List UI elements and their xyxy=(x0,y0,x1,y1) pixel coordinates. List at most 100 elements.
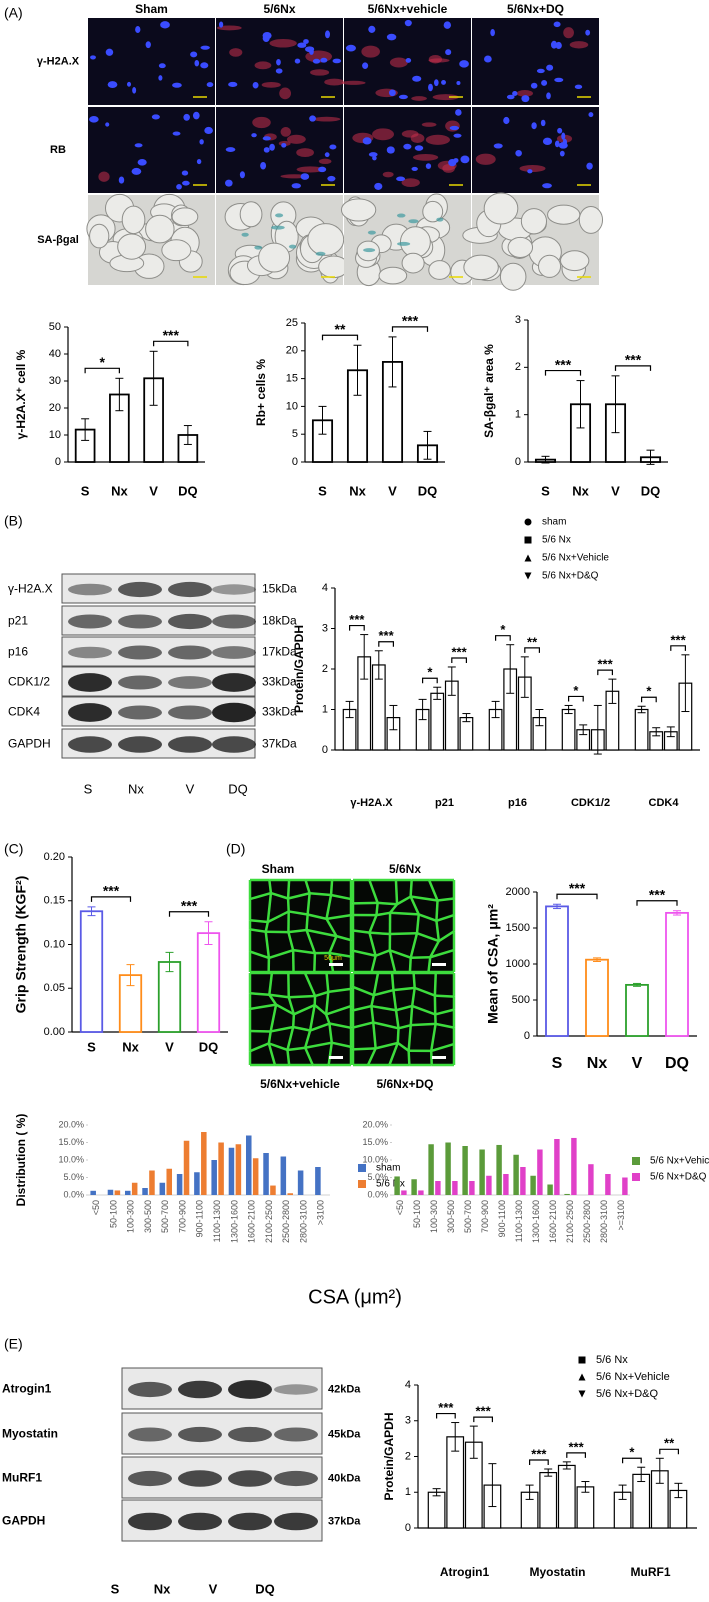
x-tick-label: 100-300 xyxy=(126,1200,136,1233)
band xyxy=(118,675,162,690)
fiber xyxy=(340,198,377,222)
nucleus xyxy=(176,184,182,190)
x-tick-label: 300-500 xyxy=(446,1200,456,1233)
fiber-edge xyxy=(389,903,399,914)
error-bar xyxy=(562,1461,571,1470)
fiber-edge xyxy=(396,895,412,906)
nucleus xyxy=(441,80,447,85)
significance-label: * xyxy=(629,1445,635,1460)
fiber xyxy=(428,260,451,280)
legend-label: 5/6 Nx xyxy=(596,1354,628,1366)
x-tick-label: p16 xyxy=(508,797,527,809)
band xyxy=(212,614,256,629)
nucleus xyxy=(521,95,530,103)
x-tick-label: CDK4 xyxy=(649,797,680,809)
band xyxy=(68,646,112,659)
x-tick-label: <50 xyxy=(91,1200,101,1215)
x-tick-label: 700-900 xyxy=(480,1200,490,1233)
stain xyxy=(516,90,534,97)
error-bar xyxy=(544,1468,553,1477)
y-tick-label: 0 xyxy=(524,1030,530,1042)
significance-label: * xyxy=(573,683,579,698)
fiber-edge xyxy=(429,1023,437,1052)
error-bar xyxy=(165,951,174,973)
fiber-edge xyxy=(408,957,412,973)
nucleus xyxy=(172,82,182,88)
x-tick-label: 2800-3100 xyxy=(599,1200,609,1243)
fiber-edge xyxy=(275,1003,295,1016)
nucleus xyxy=(200,45,210,50)
fiber-edge xyxy=(412,972,416,988)
x-tick-label: MuRF1 xyxy=(631,1565,671,1579)
significance-label: *** xyxy=(569,1439,585,1454)
y-tick-label: 3 xyxy=(515,314,521,326)
lane-label: S xyxy=(84,781,93,796)
significance-label: *** xyxy=(671,632,687,647)
bar xyxy=(79,910,104,1033)
fiber-edge xyxy=(352,901,378,905)
error-bar xyxy=(126,964,135,987)
significance-label: *** xyxy=(555,356,572,372)
x-tick-label: 900-1100 xyxy=(195,1200,205,1237)
blot xyxy=(121,1456,323,1499)
fiber-edge xyxy=(249,891,272,901)
error-bar xyxy=(637,1466,646,1483)
nucleus xyxy=(145,41,151,49)
micrograph xyxy=(472,107,599,193)
bar xyxy=(157,961,182,1033)
fiber xyxy=(117,233,147,260)
nucleus xyxy=(118,176,125,184)
bar xyxy=(634,708,649,751)
significance-bracket xyxy=(568,695,584,702)
bar xyxy=(571,1137,577,1195)
fiber-edge xyxy=(429,948,455,959)
nucleus xyxy=(374,182,383,190)
blot-size: 18kDa xyxy=(262,614,297,628)
fiber-edge xyxy=(313,953,317,973)
band xyxy=(228,1470,272,1487)
x-tick-label: Nx xyxy=(122,1039,139,1054)
legend-label: sham xyxy=(376,1163,400,1174)
band xyxy=(274,1470,318,1487)
stain xyxy=(363,248,376,253)
nucleus xyxy=(239,171,245,179)
image-label: 5/6Nx xyxy=(389,862,421,876)
nucleus xyxy=(586,162,593,170)
error-bar xyxy=(633,982,641,987)
blot-size: 37kDa xyxy=(328,1515,361,1527)
significance-bracket xyxy=(495,635,511,641)
fiber-edge xyxy=(305,914,309,931)
significance-label: ** xyxy=(664,1436,675,1451)
nucleus xyxy=(206,82,214,88)
fiber-edge xyxy=(415,914,420,934)
error-bar xyxy=(637,705,646,714)
band xyxy=(274,1427,318,1442)
x-tick-label: S xyxy=(87,1039,96,1054)
fiber-edge xyxy=(336,934,352,942)
bar xyxy=(211,1160,217,1195)
fiber-edge xyxy=(306,928,337,938)
lane-label: Nx xyxy=(154,1581,171,1596)
x-tick-label: DQ xyxy=(199,1039,219,1054)
y-tick-label: 0.15 xyxy=(44,895,65,907)
bar xyxy=(315,1167,321,1195)
y-tick-label: 0.00 xyxy=(44,1026,65,1038)
significance-bracket xyxy=(670,645,686,651)
nucleus xyxy=(386,146,395,154)
fiber-edge xyxy=(407,1025,413,1051)
nucleus xyxy=(135,26,141,33)
stain xyxy=(279,87,292,100)
bar xyxy=(561,708,576,751)
y-tick-label: 30 xyxy=(49,375,61,387)
band xyxy=(68,583,112,596)
error-bar xyxy=(183,425,192,445)
legend-label: 5/6 Nx+D&Q xyxy=(650,1172,707,1183)
x-tick-label: Nx xyxy=(587,1055,608,1072)
x-tick-label: S xyxy=(552,1055,563,1072)
error-bar xyxy=(520,656,529,698)
band xyxy=(118,614,162,629)
blot-label: Myostatin xyxy=(2,1427,58,1441)
nucleus xyxy=(425,163,432,169)
nucleus xyxy=(199,139,204,145)
stain xyxy=(421,122,437,127)
